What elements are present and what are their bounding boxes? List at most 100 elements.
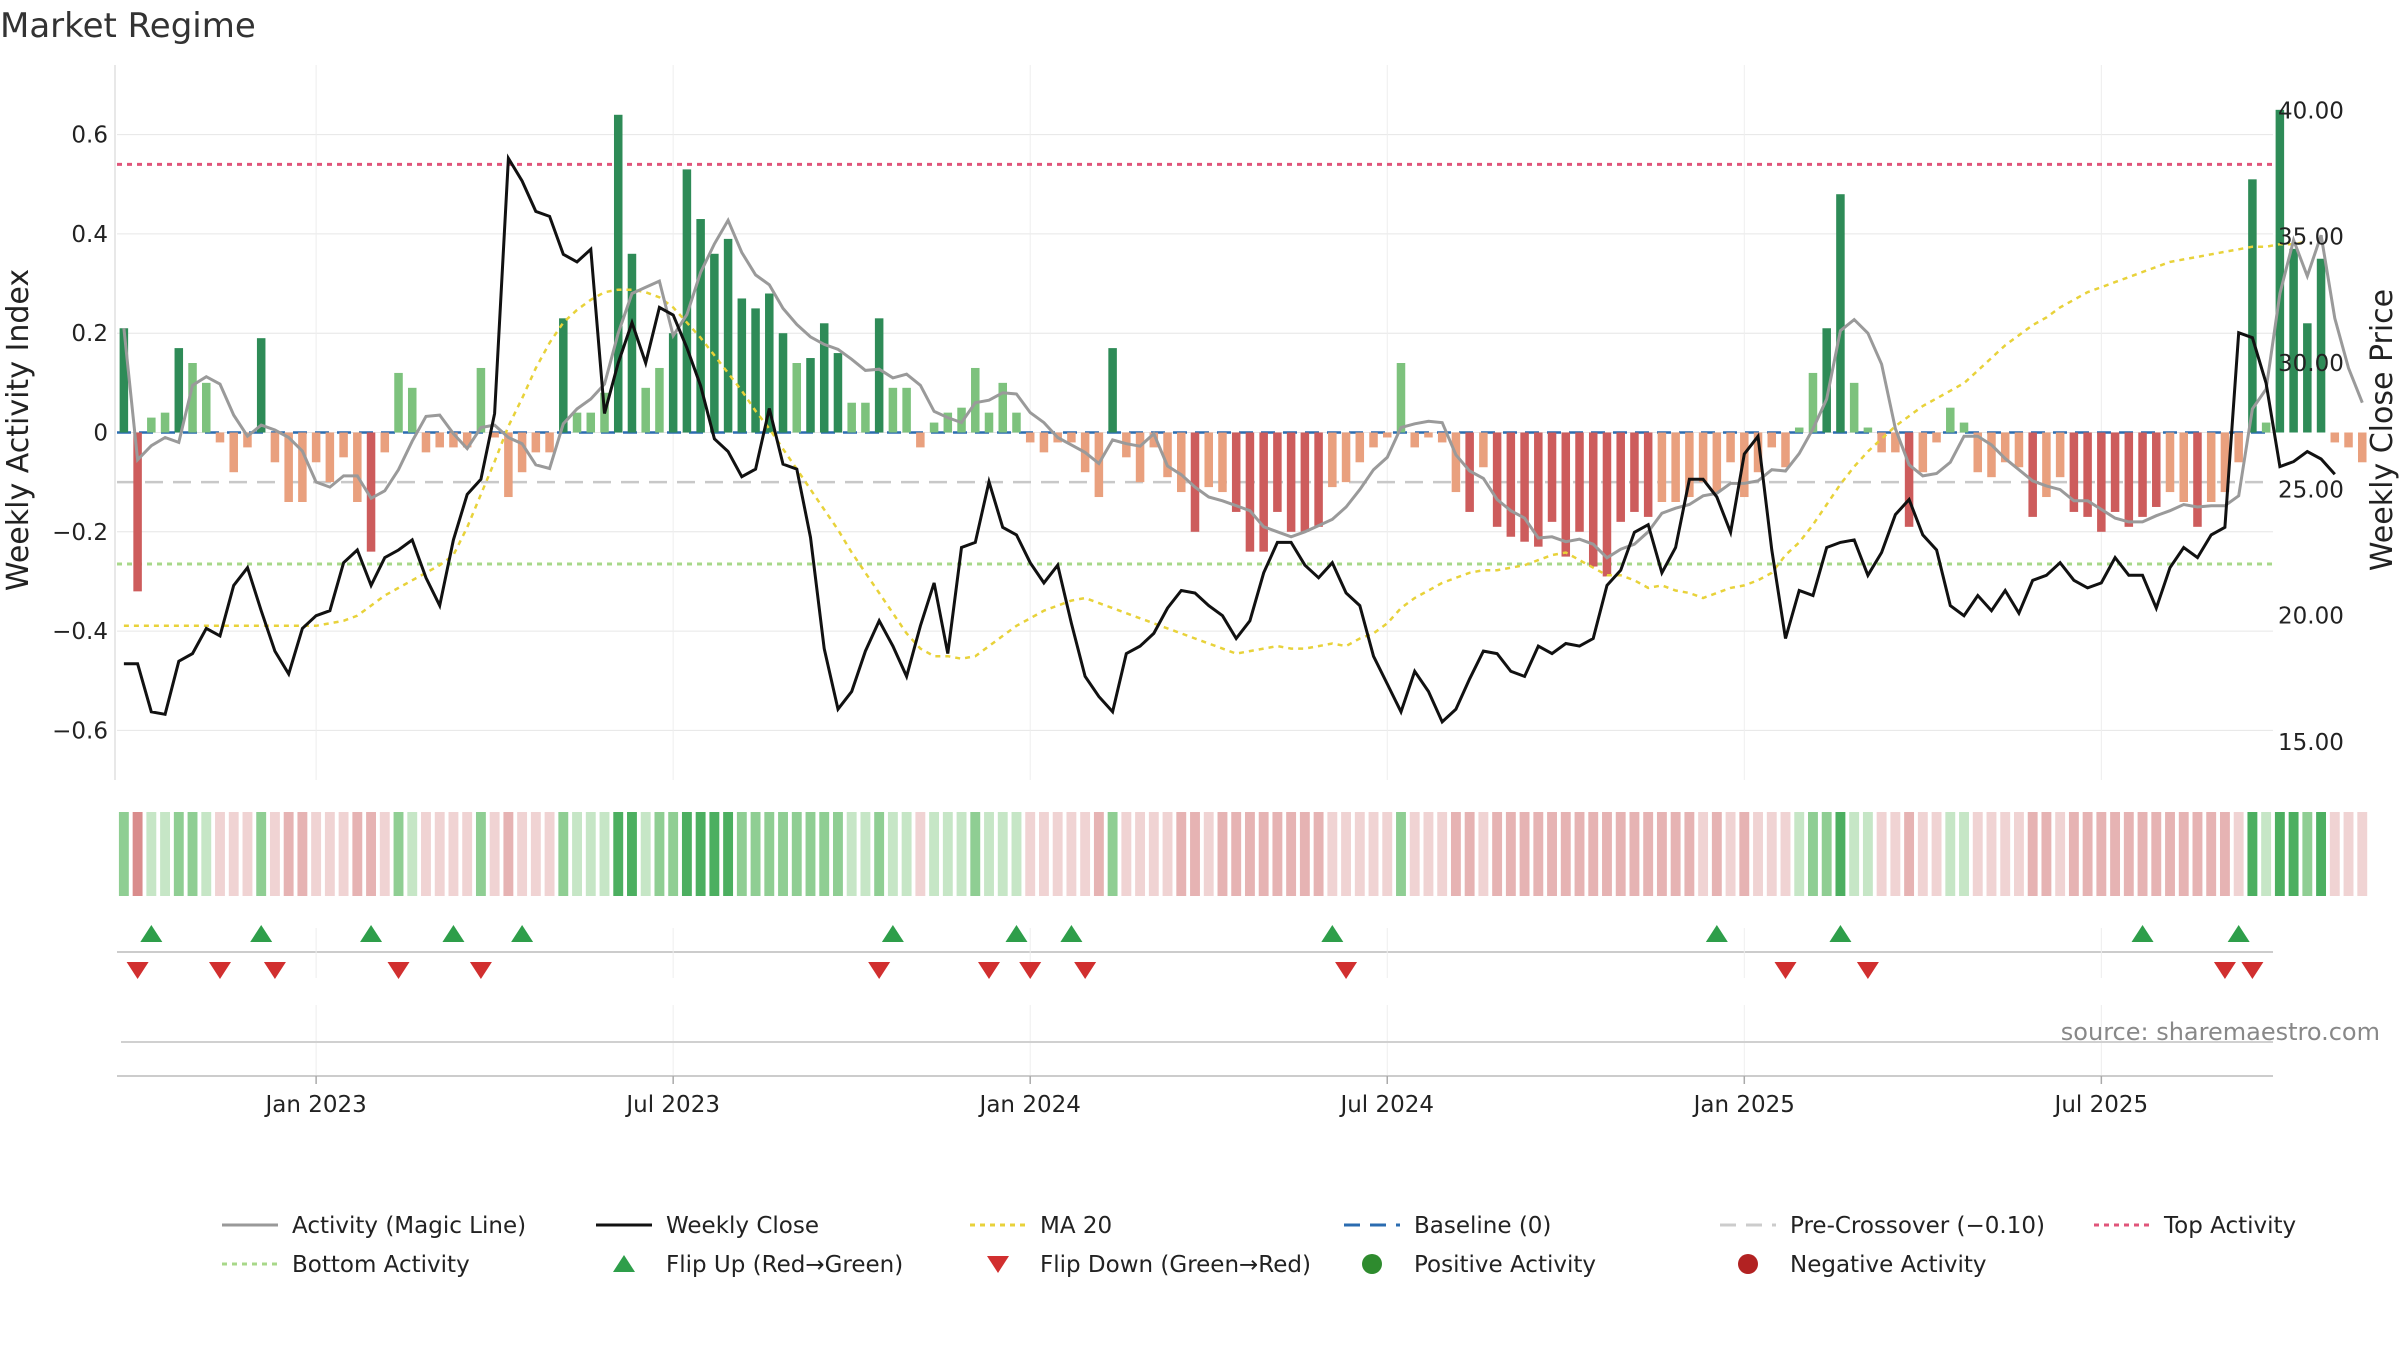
regime-cell (187, 812, 198, 896)
regime-cell (805, 812, 816, 896)
legend-label: Baseline (0) (1414, 1213, 1551, 1239)
regime-cell (146, 812, 157, 896)
legend-label: MA 20 (1040, 1213, 1112, 1239)
activity-bar (2124, 432, 2134, 527)
regime-cell (2247, 812, 2258, 896)
flip-down-marker (1019, 962, 1042, 979)
regime-cell (1396, 812, 1406, 896)
activity-bar (1149, 432, 1159, 448)
activity-bar (710, 253, 719, 433)
activity-bar (202, 382, 211, 433)
activity-bar (215, 432, 225, 443)
regime-cell (366, 812, 376, 896)
activity-bar (627, 253, 637, 433)
regime-cell (2192, 812, 2203, 896)
activity-bar (2014, 432, 2024, 468)
regime-cell (1107, 812, 1118, 896)
legend-label: Top Activity (2163, 1213, 2296, 1239)
regime-cell (1986, 812, 1997, 896)
legend-item: Flip Down (Green→Red) (987, 1252, 1311, 1278)
activity-bar (1163, 432, 1172, 478)
regime-cell (1588, 812, 1599, 896)
regime-cell (1409, 812, 1420, 896)
flip-down-marker (978, 962, 1001, 979)
activity-bar (1382, 432, 1392, 438)
regime-cell (173, 812, 184, 896)
legend-item: Bottom Activity (222, 1252, 470, 1278)
activity-bar (311, 432, 321, 463)
activity-bar (2344, 432, 2353, 448)
activity-bar (407, 387, 417, 433)
activity-bar (2055, 432, 2065, 478)
regime-cell (1972, 812, 1983, 896)
regime-cell (1739, 812, 1750, 896)
flip-down-marker (208, 962, 231, 979)
activity-bar (1781, 432, 1790, 468)
regime-cell (2014, 812, 2024, 896)
regime-strip (118, 812, 2368, 896)
regime-cell (2110, 812, 2121, 896)
regime-cell (475, 812, 486, 896)
regime-cell (1547, 812, 1557, 896)
regime-cell (1698, 812, 1709, 896)
legend-label: Activity (Magic Line) (292, 1213, 526, 1239)
activity-bar (1630, 432, 1639, 512)
regime-cell (2329, 812, 2340, 896)
activity-bar (2193, 432, 2202, 527)
regime-cell (1162, 812, 1173, 896)
activity-bar (2330, 432, 2340, 443)
regime-cell (764, 812, 775, 896)
left-axis-label: Weekly Activity Index (1, 269, 36, 591)
legend-item: Positive Activity (1362, 1252, 1596, 1278)
x-tick-label: Jan 2025 (1692, 1092, 1795, 1118)
regime-cell (1794, 812, 1805, 896)
activity-bar (394, 372, 403, 433)
regime-cell (929, 812, 940, 896)
regime-cell (297, 812, 308, 896)
regime-cell (1011, 812, 1022, 896)
activity-bar (462, 432, 472, 448)
activity-bar (1918, 432, 1928, 473)
regime-cell (1244, 812, 1255, 896)
activity-bar (1520, 432, 1529, 542)
x-tick-label: Jan 2023 (263, 1092, 366, 1118)
activity-bar (147, 417, 156, 433)
regime-cell (1533, 812, 1544, 896)
legend-label: Negative Activity (1790, 1252, 1987, 1278)
activity-bar (1245, 432, 1255, 552)
activity-bar (559, 318, 568, 433)
regime-cell (833, 812, 843, 896)
regime-cell (1176, 812, 1187, 896)
left-tick-label: −0.6 (52, 718, 108, 744)
activity-bar (586, 412, 596, 433)
activity-bar (174, 348, 184, 433)
activity-bar (806, 358, 815, 433)
regime-cell (1821, 812, 1832, 896)
regime-cell (352, 812, 363, 896)
flip-down-marker (1856, 962, 1879, 979)
flip-down-marker (2213, 962, 2236, 979)
legend-item: Top Activity (2094, 1213, 2296, 1239)
flip-down-marker (1774, 962, 1797, 979)
activity-bar (765, 293, 774, 433)
legend-label: Bottom Activity (292, 1252, 470, 1278)
flip-down-marker (263, 962, 286, 979)
regime-cell (956, 812, 967, 896)
activity-bar (778, 333, 788, 433)
activity-bar (1341, 432, 1351, 483)
activity-bar (1534, 432, 1543, 547)
regime-cell (2000, 812, 2011, 896)
activity-bar (1808, 372, 1818, 433)
regime-cell (942, 812, 953, 896)
regime-cell (1602, 812, 1612, 896)
activity-bar (490, 432, 499, 438)
activity-bar (943, 412, 953, 433)
activity-bar (861, 402, 870, 433)
activity-bar (1025, 432, 1035, 443)
activity-bar (874, 318, 884, 433)
regime-cell (1904, 812, 1915, 896)
regime-cell (2288, 812, 2299, 896)
activity-bar (1740, 432, 1749, 498)
regime-cell (1492, 812, 1503, 896)
